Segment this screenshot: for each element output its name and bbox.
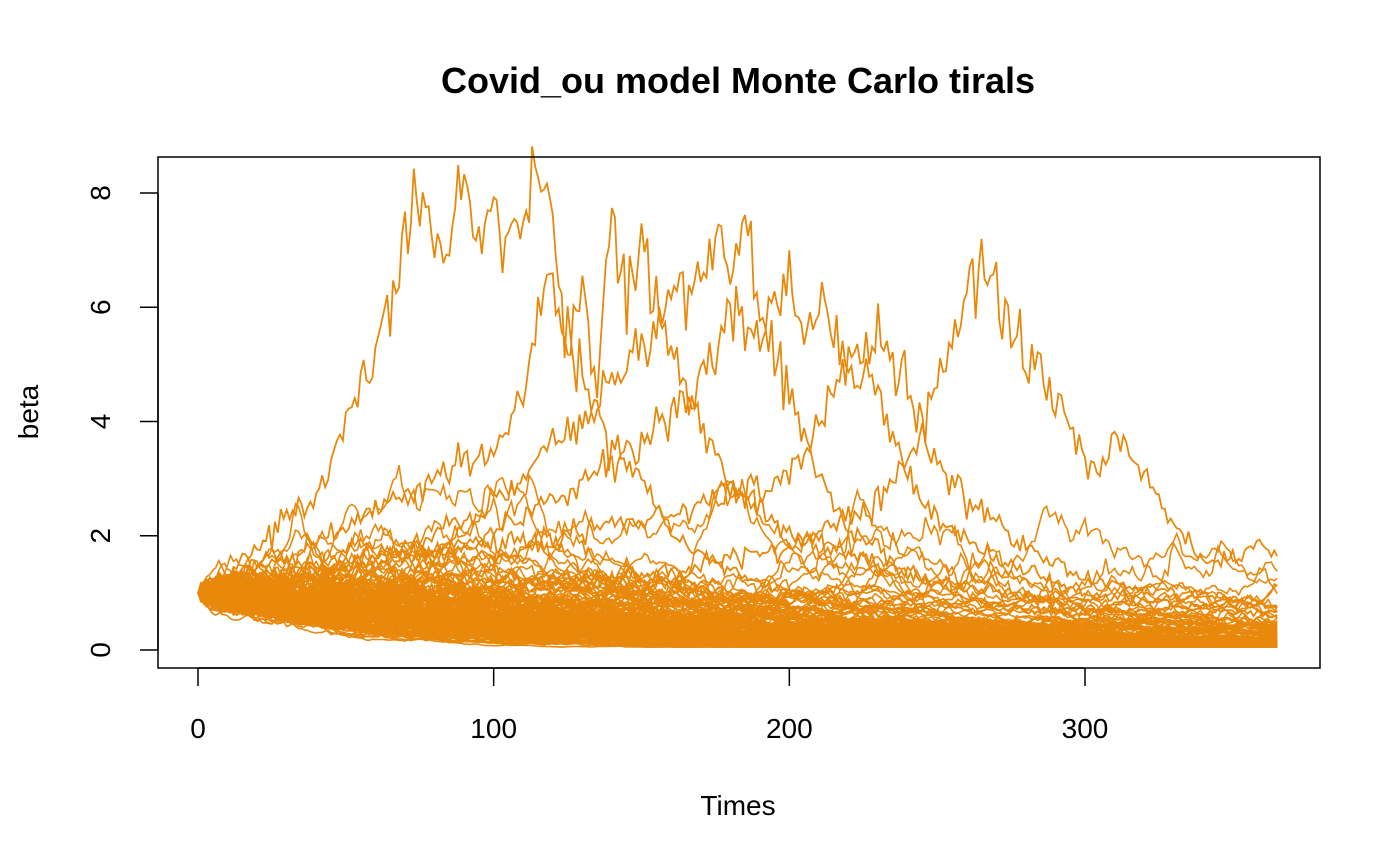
y-axis: 0 2 4 6 8 [85, 185, 159, 658]
trial-line [197, 540, 1278, 634]
trial-line [197, 592, 1278, 647]
trial-line-extreme [198, 238, 1278, 600]
trial-line [197, 541, 1278, 617]
x-tick-label: 0 [190, 713, 206, 744]
trial-line [197, 576, 1278, 634]
y-tick-label: 0 [85, 642, 116, 658]
trial-line-extreme [197, 303, 1278, 610]
y-tick-label: 4 [85, 414, 116, 430]
trial-line-extreme [197, 250, 1278, 619]
trial-line [197, 581, 1278, 643]
x-tick-label: 300 [1062, 713, 1109, 744]
trial-lines [197, 465, 1278, 648]
chart-title: Covid_ou model Monte Carlo tirals [441, 60, 1035, 101]
x-axis: 0 100 200 300 [190, 667, 1109, 744]
trial-line [197, 580, 1278, 648]
y-tick-label: 8 [85, 185, 116, 201]
trial-line-extreme [197, 146, 1278, 635]
trial-line [197, 574, 1278, 623]
trial-line-extreme [197, 214, 1278, 630]
trial-line [197, 590, 1278, 648]
x-tick-label: 200 [766, 713, 813, 744]
x-tick-label: 100 [470, 713, 517, 744]
y-tick-label: 2 [85, 528, 116, 544]
trial-line [197, 576, 1278, 648]
y-axis-label: beta [13, 384, 44, 439]
highlighted-trials [197, 146, 1278, 635]
y-tick-label: 6 [85, 299, 116, 315]
trial-line-extreme [197, 207, 1278, 624]
x-axis-label: Times [700, 790, 775, 821]
